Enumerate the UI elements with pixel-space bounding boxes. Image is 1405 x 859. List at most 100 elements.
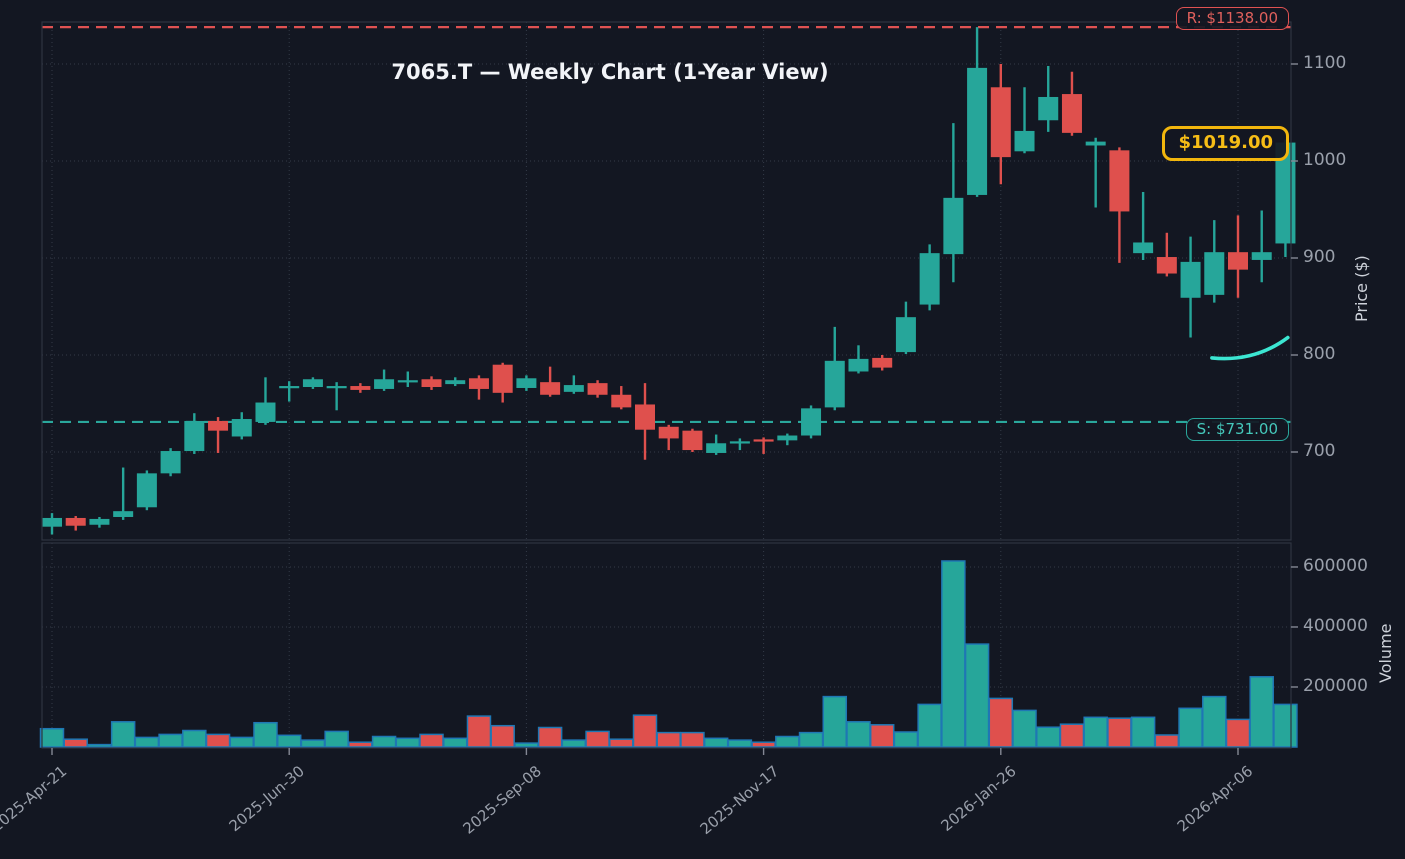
- volume-bar: [229, 736, 255, 748]
- candle-body: [397, 380, 418, 383]
- candle-body: [1228, 252, 1248, 270]
- candle-body: [943, 197, 964, 255]
- volume-bar: [632, 714, 658, 748]
- volume-bar: [680, 731, 705, 748]
- candle-body: [729, 441, 750, 444]
- volume-tick-label: 400000: [1303, 615, 1368, 636]
- volume-bar: [182, 729, 207, 748]
- volume-bar: [1130, 716, 1156, 748]
- candle-body: [302, 379, 323, 388]
- candle-body: [516, 378, 537, 388]
- candle-body: [350, 386, 371, 390]
- candle-body: [160, 451, 181, 474]
- candle-body: [1085, 141, 1106, 146]
- chart-title: 7065.T — Weekly Chart (1-Year View): [391, 60, 829, 84]
- candle-body: [1014, 130, 1035, 152]
- volume-bar: [253, 721, 278, 748]
- candle-body: [89, 518, 110, 525]
- candle-body: [895, 317, 916, 353]
- candle-body: [563, 385, 584, 392]
- volume-bar: [822, 695, 848, 748]
- price-tick-label: 700: [1303, 441, 1336, 461]
- volume-bar: [846, 721, 871, 748]
- volume-bar: [134, 736, 160, 748]
- candle-body: [1109, 150, 1130, 212]
- candle-body: [848, 358, 869, 372]
- volume-bar: [1225, 718, 1251, 748]
- candle-body: [658, 426, 679, 439]
- volume-bar: [300, 739, 326, 748]
- candle-body: [824, 360, 845, 408]
- candle-body: [611, 394, 632, 408]
- volume-bar: [442, 737, 468, 748]
- volume-axis-label: Volume: [1376, 623, 1395, 683]
- candle-body: [967, 67, 988, 195]
- candle-body: [255, 402, 276, 422]
- price-tick-label: 900: [1303, 247, 1336, 267]
- candle-body: [801, 408, 822, 436]
- candle-body: [1204, 252, 1225, 295]
- volume-bar: [917, 703, 942, 748]
- volume-bar: [941, 560, 966, 748]
- volume-bar: [466, 715, 492, 748]
- candle-body: [682, 430, 703, 451]
- candle-body: [1133, 242, 1154, 254]
- candle-body: [1251, 252, 1272, 260]
- trend-line: [1210, 335, 1290, 361]
- volume-bar: [419, 733, 444, 748]
- volume-panel-frame: [41, 542, 1292, 749]
- candle-body: [872, 357, 893, 368]
- resistance-label: R: $1138.00: [1175, 7, 1289, 30]
- candle-body: [113, 511, 134, 517]
- candle-body: [184, 420, 205, 452]
- support-label: S: $731.00: [1185, 418, 1289, 441]
- volume-bar: [964, 643, 990, 748]
- volume-bar: [205, 733, 231, 748]
- candle-body: [540, 382, 561, 395]
- candle-body: [1061, 94, 1082, 133]
- volume-bar: [1178, 707, 1203, 748]
- candle-body: [231, 419, 252, 437]
- volume-bar: [703, 737, 729, 748]
- volume-bar: [158, 733, 183, 748]
- volume-bar: [561, 739, 587, 748]
- volume-bar: [39, 727, 65, 748]
- candle-body: [1180, 261, 1201, 298]
- volume-bar: [110, 721, 136, 748]
- volume-bar: [727, 739, 753, 748]
- volume-bar: [1012, 709, 1037, 748]
- candle-body: [326, 386, 347, 389]
- candle-body: [279, 386, 300, 389]
- volume-bar: [537, 726, 563, 748]
- candle-body: [492, 364, 513, 393]
- price-tick-label: 1100: [1303, 53, 1347, 73]
- price-panel-frame: [41, 21, 1292, 541]
- candle-body: [706, 443, 727, 453]
- candle-body: [421, 379, 442, 388]
- volume-bar: [395, 737, 421, 748]
- volume-bar: [87, 743, 112, 748]
- candle-body: [753, 439, 774, 442]
- volume-bar: [1249, 676, 1274, 748]
- volume-bar: [609, 738, 634, 748]
- candle-body: [374, 379, 395, 389]
- volume-tick-label: 600000: [1303, 555, 1368, 576]
- volume-bar: [869, 724, 895, 748]
- volume-bar: [656, 731, 681, 748]
- candle-body: [136, 473, 157, 508]
- volume-bar: [514, 742, 539, 748]
- volume-bar: [988, 697, 1014, 748]
- candle-body: [919, 253, 940, 305]
- volume-bar: [276, 734, 302, 748]
- volume-bar: [798, 731, 824, 748]
- candle-body: [635, 404, 655, 430]
- volume-tick-label: 200000: [1303, 675, 1368, 696]
- price-axis-label: Price ($): [1352, 255, 1371, 322]
- price-tick-label: 800: [1303, 344, 1336, 364]
- volume-bar: [1202, 695, 1227, 748]
- volume-bar: [1154, 734, 1180, 748]
- volume-bar: [324, 730, 349, 748]
- candle-body: [65, 517, 86, 526]
